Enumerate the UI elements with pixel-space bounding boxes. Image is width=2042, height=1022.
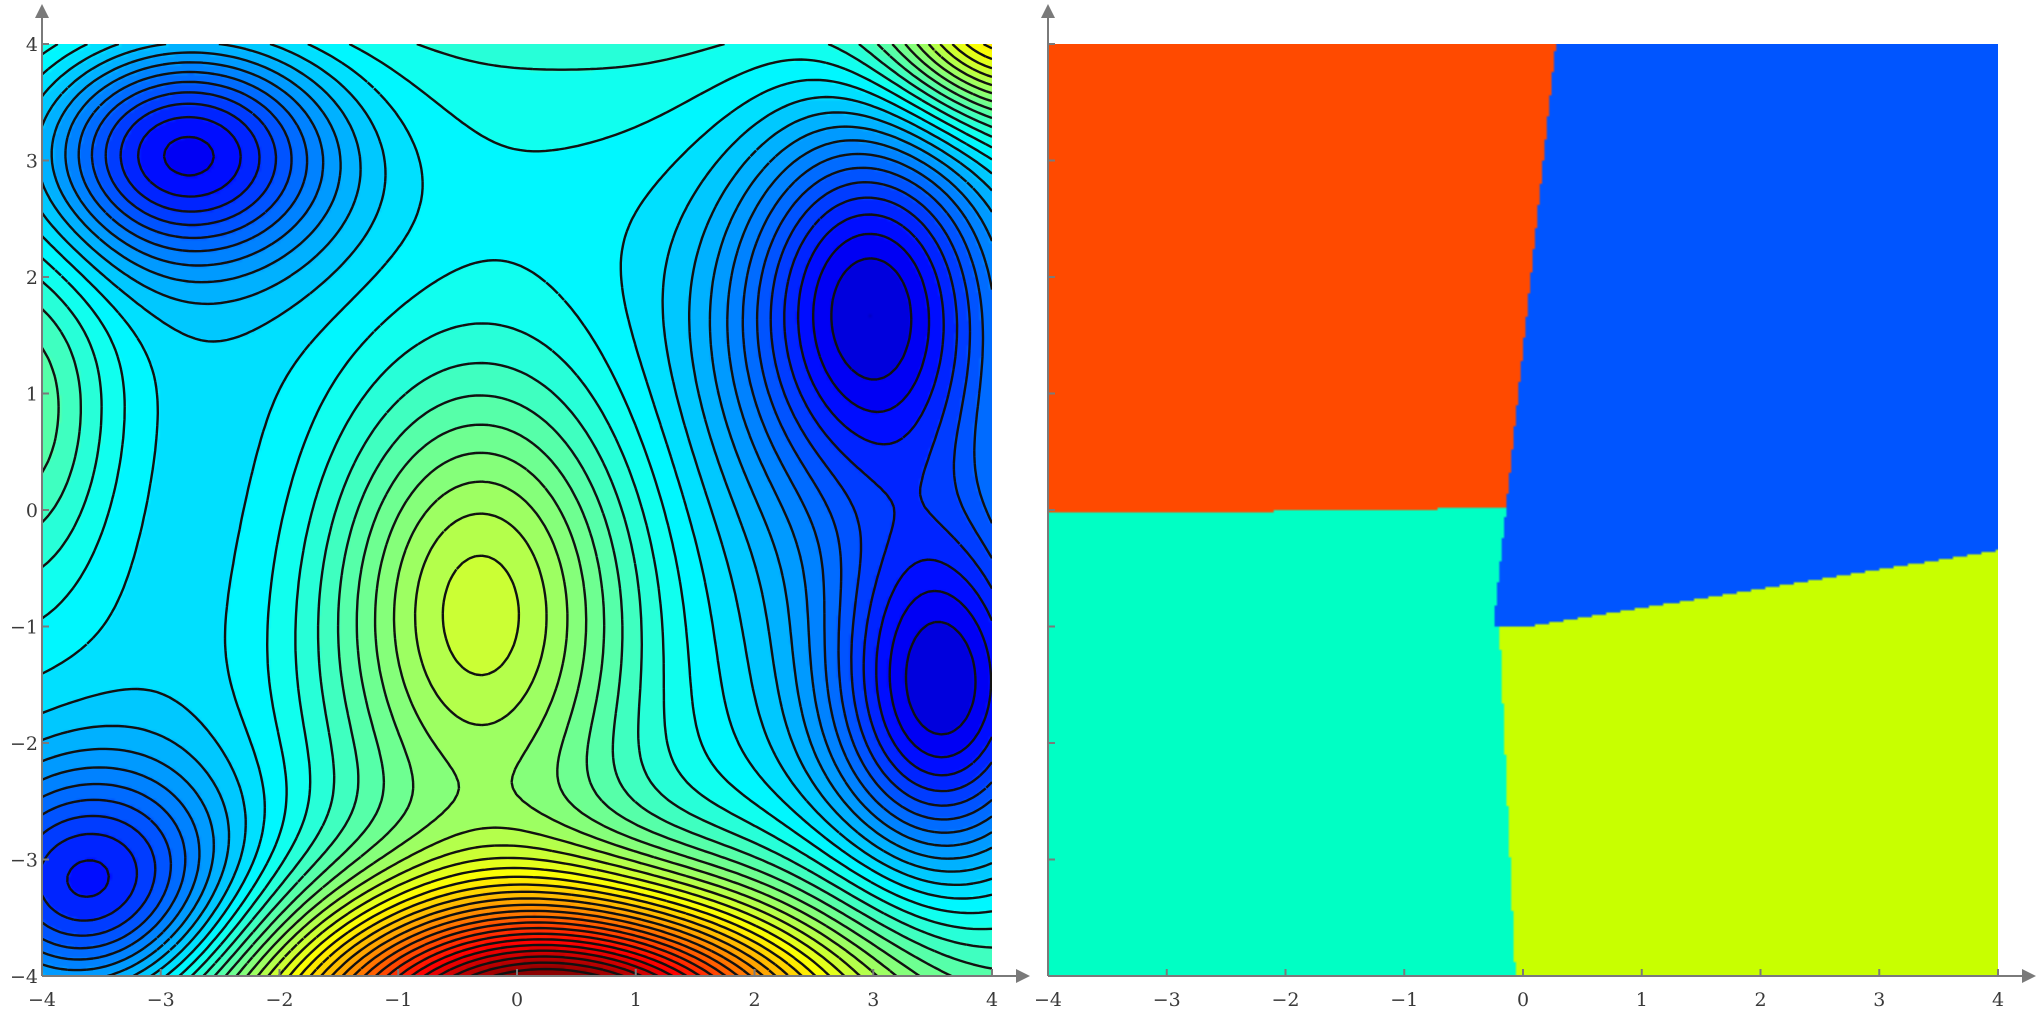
contour-line-26 — [330, 897, 777, 976]
contour-line-19 — [256, 44, 992, 976]
contour-heatmap — [42, 44, 992, 976]
right-x-tick-label: −2 — [1271, 989, 1299, 1011]
right-x-tick-label: −3 — [1153, 989, 1181, 1011]
contour-line-8 — [42, 51, 992, 976]
contour-line-31 — [386, 926, 714, 976]
contour-line-9 — [42, 44, 992, 976]
left-y-tick-label: −3 — [10, 850, 38, 872]
contour-line-5 — [42, 80, 992, 950]
contour-line-10 — [42, 44, 992, 976]
left-y-arrow-icon — [35, 4, 49, 18]
basins-chart: −4 −3 −2 −1 0 1 2 3 4 — [1034, 4, 2036, 1011]
left-x-tick-label: 0 — [511, 989, 523, 1011]
right-x-tick-label: 3 — [1873, 989, 1885, 1011]
right-x-tick-label: 0 — [1517, 989, 1529, 1011]
left-x-arrow-icon — [1016, 969, 1030, 983]
contour-line-16 — [224, 44, 992, 976]
contour-line-25 — [320, 890, 790, 976]
left-x-tick-label: −2 — [265, 989, 293, 1011]
contour-line-20 — [267, 44, 992, 976]
left-axes: −4 −3 −2 −1 0 1 2 3 4 −4 −3 −2 −1 0 1 2 3 4 — [10, 4, 1030, 1011]
right-x-tick-label: 1 — [1636, 989, 1648, 1011]
contour-line-34 — [423, 943, 674, 976]
contour-line-15 — [42, 44, 992, 976]
right-x-arrow-icon — [2022, 969, 2036, 983]
contour-line-4 — [42, 91, 992, 937]
contour-line-35 — [437, 949, 659, 976]
right-y-arrow-icon — [1041, 4, 1055, 18]
left-y-tick-label: 1 — [26, 384, 38, 406]
left-x-tick-label: 4 — [986, 989, 998, 1011]
left-y-tick-label: 4 — [26, 34, 38, 56]
contour-line-28 — [352, 909, 752, 976]
contour-line-0 — [830, 257, 977, 736]
contour-line-23 — [298, 44, 992, 976]
contour-line-17 — [235, 44, 992, 976]
contour-line-7 — [42, 61, 992, 972]
contour-line-33 — [410, 938, 688, 976]
contour-line-1 — [162, 135, 992, 759]
contour-line-27 — [341, 903, 764, 976]
left-y-tick-label: 0 — [26, 500, 38, 522]
left-x-tick-label: −3 — [147, 989, 175, 1011]
contour-line-6 — [42, 70, 992, 961]
left-x-tick-label: −1 — [384, 989, 412, 1011]
contour-lines — [42, 44, 992, 976]
left-y-tick-label: 2 — [26, 267, 38, 289]
left-x-tick-label: 3 — [867, 989, 879, 1011]
contour-line-22 — [288, 44, 992, 976]
contour-line-29 — [363, 915, 739, 976]
contour-line-14 — [42, 44, 992, 976]
contour-line-11 — [42, 44, 992, 976]
left-x-tick-label: −4 — [28, 989, 56, 1011]
contour-line-32 — [398, 932, 701, 976]
left-y-tick-label: −2 — [10, 733, 38, 755]
right-x-tick-label: −4 — [1034, 989, 1062, 1011]
contour-line-21 — [277, 44, 992, 976]
contour-line-13 — [42, 44, 992, 976]
right-axes: −4 −3 −2 −1 0 1 2 3 4 — [1034, 4, 2036, 1011]
left-x-tick-label: 1 — [630, 989, 642, 1011]
right-x-tick-label: −1 — [1390, 989, 1418, 1011]
contour-line-3 — [42, 102, 992, 922]
basins-heatmap — [1048, 44, 1998, 976]
left-x-tick-label: 2 — [748, 989, 760, 1011]
right-x-tick-label: 2 — [1754, 989, 1766, 1011]
right-x-tick-label: 4 — [1992, 989, 2004, 1011]
contour-line-2 — [66, 115, 992, 898]
contour-line-36 — [453, 955, 643, 976]
contour-line-37 — [470, 961, 624, 976]
contour-line-30 — [374, 921, 727, 976]
left-y-tick-label: −4 — [10, 966, 38, 988]
contour-line-12 — [42, 44, 992, 976]
contour-line-18 — [246, 44, 992, 976]
left-y-tick-label: 3 — [26, 151, 38, 173]
left-y-tick-label: −1 — [10, 617, 38, 639]
contour-line-24 — [309, 883, 803, 976]
contour-chart: −4 −3 −2 −1 0 1 2 3 4 −4 −3 −2 −1 0 1 2 3 4 — [10, 4, 1030, 1011]
